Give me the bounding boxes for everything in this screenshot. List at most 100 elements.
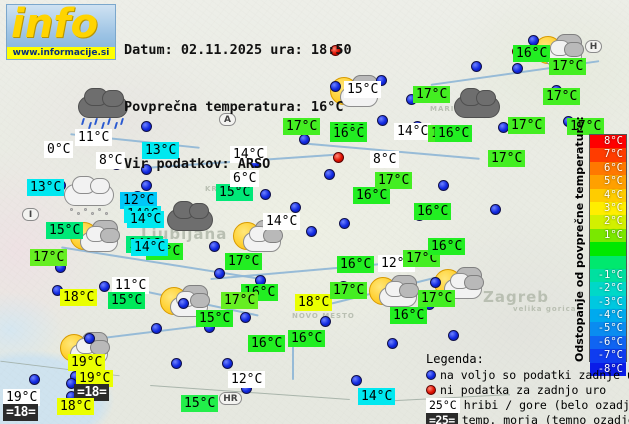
country-code-badge: HR xyxy=(219,392,242,405)
temperature-label: 17°C xyxy=(283,118,321,135)
cloud-puff xyxy=(564,42,584,57)
station-dot-no-data[interactable] xyxy=(330,45,341,56)
temperature-label: 17°C xyxy=(413,86,451,103)
station-dot-ok[interactable] xyxy=(99,281,110,292)
mountain-temperature-label: 11°C xyxy=(75,129,113,146)
station-dot-ok[interactable] xyxy=(141,180,152,191)
mountain-temperature-label: 14°C xyxy=(230,146,268,163)
legend-item: na voljo so podatki zadnje ure xyxy=(426,368,629,383)
color-scale-step xyxy=(590,242,626,256)
rain-drop-icon xyxy=(80,118,86,125)
cloud-puff xyxy=(190,293,210,308)
sun-cloud-icon xyxy=(70,218,132,264)
no-data-dot-icon xyxy=(426,385,436,395)
station-dot-ok[interactable] xyxy=(240,312,251,323)
country-code-badge: I xyxy=(22,208,39,221)
site-logo[interactable]: info www.informacije.si xyxy=(6,1,116,60)
station-dot-ok[interactable] xyxy=(306,226,317,237)
temperature-label: 17°C xyxy=(330,282,368,299)
rain-drop-icon xyxy=(100,122,105,129)
color-scale-step xyxy=(590,255,626,269)
station-dot-ok[interactable] xyxy=(351,375,362,386)
rain-cloud-icon xyxy=(76,88,138,134)
rain-drop-icon xyxy=(93,118,99,125)
mountain-temperature-label: 6°C xyxy=(230,170,260,187)
sun-cloud-icon xyxy=(434,265,496,311)
station-dot-ok[interactable] xyxy=(222,358,233,369)
station-dot-no-data[interactable] xyxy=(333,152,344,163)
temperature-label: 15°C xyxy=(108,292,146,309)
station-dot-ok[interactable] xyxy=(214,268,225,279)
temperature-label: 17°C xyxy=(375,172,413,189)
station-dot-ok[interactable] xyxy=(151,323,162,334)
station-dot-ok[interactable] xyxy=(330,81,341,92)
legend-rows: na voljo so podatki zadnje ure ni podatka… xyxy=(426,368,629,424)
station-dot-ok[interactable] xyxy=(324,169,335,180)
station-dot-ok[interactable] xyxy=(260,189,271,200)
temperature-label: 16°C xyxy=(414,203,452,220)
drizzle-drop-icon xyxy=(84,208,87,211)
station-dot-ok[interactable] xyxy=(387,338,398,349)
temperature-label: 18°C xyxy=(295,294,333,311)
legend-item-label: hribi / gore (belo ozadje) xyxy=(463,398,629,412)
temperature-label: 19°C xyxy=(68,354,106,371)
station-dot-ok[interactable] xyxy=(490,204,501,215)
temperature-label: 16°C xyxy=(513,45,551,62)
color-scale-step: -7°C xyxy=(590,349,626,363)
temperature-label: 16°C xyxy=(337,256,375,273)
station-dot-ok[interactable] xyxy=(320,316,331,327)
station-dot-ok[interactable] xyxy=(512,63,523,74)
mountain-temperature-label: 14°C xyxy=(263,213,301,230)
header-date-time: Datum: 02.11.2025 ura: 18:50 xyxy=(124,42,352,58)
drizzle-drop-icon xyxy=(105,212,108,215)
station-dot-ok[interactable] xyxy=(430,277,441,288)
dark-cloud-icon xyxy=(450,86,512,132)
deviation-color-scale: Odstopanje od povprečne temperature: 8°C… xyxy=(567,116,627,377)
legend-item-label: temp. morja (temno ozadje) xyxy=(461,413,629,424)
sea-temperature-label: =18= xyxy=(74,384,110,401)
station-dot-ok[interactable] xyxy=(141,121,152,132)
temperature-label: 17°C xyxy=(567,118,605,135)
station-dot-ok[interactable] xyxy=(376,75,387,86)
legend-item-label: ni podatka za zadnjo uro xyxy=(440,383,607,397)
station-dot-ok[interactable] xyxy=(29,374,40,385)
drizzle-drop-icon xyxy=(98,208,101,211)
station-dot-ok[interactable] xyxy=(339,218,350,229)
temperature-label: 14°C xyxy=(131,239,169,256)
color-scale-title: Odstopanje od povprečne temperature: xyxy=(573,116,586,362)
station-dot-ok[interactable] xyxy=(448,330,459,341)
color-scale-step: 8°C xyxy=(590,135,626,149)
drizzle-cloud-icon xyxy=(62,176,124,222)
color-scale-step: 5°C xyxy=(590,175,626,189)
temperature-label: 19°C xyxy=(76,370,114,387)
river-line xyxy=(292,330,294,380)
mountain-temperature-label: 11°C xyxy=(112,277,150,294)
color-scale-step: 7°C xyxy=(590,148,626,162)
station-dot-ok[interactable] xyxy=(171,358,182,369)
temperature-label: 18°C xyxy=(57,398,95,415)
station-dot-ok[interactable] xyxy=(178,298,189,309)
temperature-label: 16°C xyxy=(330,125,368,142)
station-dot-ok[interactable] xyxy=(377,115,388,126)
temperature-label: 16°C xyxy=(248,335,286,352)
color-scale-step: 1°C xyxy=(590,228,626,243)
color-scale-step: -8°C xyxy=(590,362,626,377)
temperature-label: 13°C xyxy=(27,179,65,196)
station-dot-ok[interactable] xyxy=(438,180,449,191)
temperature-label: 16°C xyxy=(288,330,326,347)
station-dot-ok[interactable] xyxy=(84,333,95,344)
country-code-badge: A xyxy=(219,113,236,126)
temperature-label: 16°C xyxy=(428,238,466,255)
mountain-temperature-label: 8°C xyxy=(96,152,126,169)
logo-url: www.informacije.si xyxy=(7,47,115,59)
drizzle-drop-icon xyxy=(70,208,73,211)
mountain-temperature-label: 19°C xyxy=(3,389,41,406)
station-dot-ok[interactable] xyxy=(290,202,301,213)
header-info: Datum: 02.11.2025 ura: 18:50 Povprečna t… xyxy=(124,3,352,212)
station-dot-ok[interactable] xyxy=(141,164,152,175)
station-dot-ok[interactable] xyxy=(471,61,482,72)
station-dot-ok[interactable] xyxy=(209,241,220,252)
cloud-puff xyxy=(263,228,283,243)
temperature-label: 17°C xyxy=(225,253,263,270)
cloud-puff xyxy=(90,178,110,194)
